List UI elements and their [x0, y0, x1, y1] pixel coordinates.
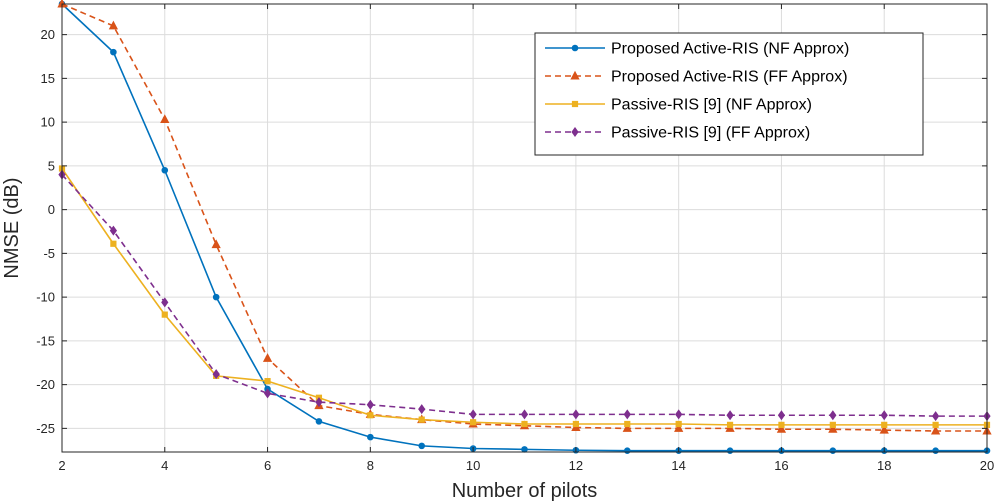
data-point	[367, 412, 374, 419]
x-tick-label: 6	[264, 458, 271, 473]
data-point	[623, 447, 631, 454]
data-point	[520, 409, 529, 420]
data-point	[521, 446, 528, 453]
x-tick-label: 8	[367, 458, 374, 473]
data-point	[469, 409, 477, 420]
legend-label: Passive-RIS [9] (NF Approx)	[611, 97, 812, 114]
series-4	[58, 169, 991, 422]
y-tick-label: 5	[48, 158, 55, 173]
y-tick-label: -10	[36, 290, 55, 305]
data-point	[829, 447, 837, 454]
data-point	[263, 388, 272, 399]
x-tick-label: 14	[671, 458, 685, 473]
legend-label: Passive-RIS [9] (FF Approx)	[611, 125, 810, 142]
data-point	[161, 297, 169, 308]
legend-label: Proposed Active-RIS (FF Approx)	[611, 69, 848, 86]
y-tick-label: 10	[41, 115, 55, 130]
legend-entry: Passive-RIS [9] (NF Approx)	[545, 97, 812, 114]
data-point	[828, 423, 838, 433]
data-point	[623, 409, 631, 420]
plot-frame	[61, 3, 988, 453]
y-tick-label: 20	[41, 27, 55, 42]
data-point	[470, 419, 477, 426]
data-point	[778, 421, 785, 428]
legend: Proposed Active-RIS (NF Approx) Proposed …	[534, 32, 924, 156]
data-point	[160, 114, 170, 123]
series-layer	[57, 0, 992, 454]
data-point	[726, 410, 734, 421]
y-tick-label: -20	[36, 377, 55, 392]
data-point	[675, 409, 683, 420]
data-point	[264, 378, 271, 385]
data-point	[315, 418, 323, 425]
data-point	[880, 410, 888, 421]
legend-marker	[571, 44, 579, 52]
data-point	[777, 410, 786, 421]
ticks: 2 4 6 8 10 12 14 16 18 20 -25 -20 -15 -10 -5 0 5 10 15 20	[36, 4, 994, 473]
data-point	[829, 421, 836, 428]
data-point	[726, 447, 734, 454]
data-point	[366, 399, 374, 410]
data-point	[675, 420, 682, 428]
data-point	[418, 416, 425, 423]
data-point	[212, 293, 220, 301]
data-point	[674, 423, 684, 432]
data-point	[108, 20, 119, 30]
data-point	[110, 240, 117, 247]
legend-entry: Passive-RIS [9] (FF Approx)	[545, 125, 810, 142]
data-point	[879, 424, 889, 434]
data-point	[212, 369, 220, 380]
data-point	[262, 353, 273, 362]
data-point	[932, 421, 939, 428]
data-point	[418, 404, 426, 415]
legend-box	[534, 32, 924, 156]
legend-marker	[571, 126, 579, 138]
data-point	[829, 410, 837, 421]
y-tick-label: -25	[36, 421, 55, 436]
x-tick-label: 10	[466, 458, 480, 473]
data-point	[726, 421, 734, 428]
data-point	[572, 409, 580, 420]
y-tick-label: 15	[41, 71, 55, 86]
data-point	[161, 311, 168, 318]
y-tick-label: -15	[36, 333, 55, 348]
y-axis-label: NMSE (dB)	[1, 177, 23, 278]
data-point	[110, 48, 117, 56]
x-tick-label: 18	[877, 458, 891, 473]
legend-marker	[571, 100, 579, 108]
data-point	[211, 239, 221, 249]
x-tick-label: 16	[774, 458, 788, 473]
data-point	[572, 420, 579, 428]
data-point	[624, 420, 631, 428]
data-point	[521, 420, 528, 428]
data-point	[109, 225, 118, 236]
y-tick-label: -5	[43, 246, 55, 261]
legend-entry: Proposed Active-RIS (FF Approx)	[545, 69, 848, 86]
data-point	[881, 421, 888, 428]
x-tick-label: 2	[58, 458, 65, 473]
legend-marker	[570, 70, 580, 80]
y-tick-label: 0	[48, 202, 55, 217]
x-axis-label: Number of pilots	[452, 480, 598, 502]
data-point	[776, 423, 787, 433]
data-point	[367, 433, 374, 441]
legend-entry: Proposed Active-RIS (NF Approx)	[545, 41, 849, 58]
x-tick-label: 20	[980, 458, 994, 473]
data-point	[418, 442, 426, 450]
legend-label: Proposed Active-RIS (NF Approx)	[611, 41, 849, 58]
data-point	[930, 425, 941, 435]
data-point	[931, 411, 940, 422]
x-tick-label: 4	[161, 458, 168, 473]
data-point	[315, 397, 323, 408]
data-point	[622, 423, 632, 432]
data-point	[161, 166, 169, 174]
x-tick-label: 12	[569, 458, 583, 473]
data-point	[932, 447, 939, 454]
